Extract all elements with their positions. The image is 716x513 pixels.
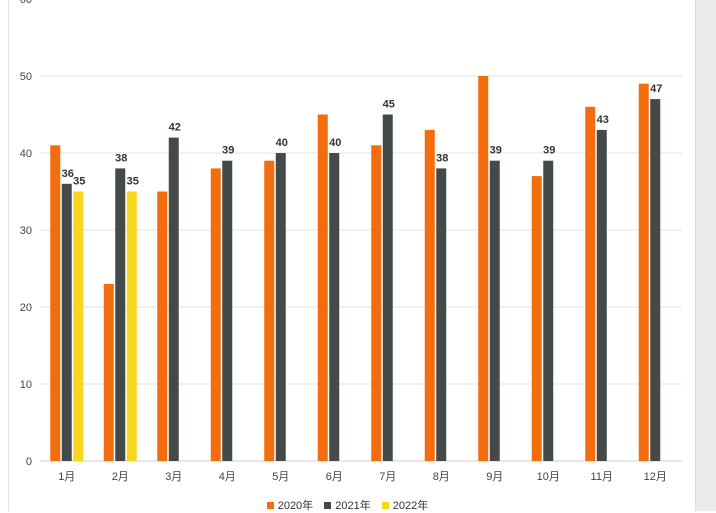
bar[interactable] [168, 137, 179, 461]
y-tick-label: 0 [26, 456, 32, 468]
y-tick-label: 10 [20, 379, 32, 391]
data-label: 45 [383, 99, 395, 111]
data-label: 40 [329, 137, 341, 149]
bar[interactable] [543, 160, 554, 461]
legend-item-2022[interactable]: 2022年 [381, 497, 429, 513]
x-tick-label: 4月 [219, 471, 236, 483]
x-tick-label: 2月 [112, 471, 129, 483]
bar[interactable] [585, 106, 596, 462]
bar[interactable] [371, 145, 382, 462]
bar[interactable] [157, 191, 168, 462]
x-tick-label: 12月 [644, 471, 667, 483]
bar[interactable] [222, 160, 233, 461]
x-tick-label: 10月 [537, 471, 560, 483]
x-axis-ticks: 1月 2月 3月 4月 5月 6月 7月 8月 9月 10月 11月 12月 [58, 471, 667, 483]
data-label: 43 [597, 114, 609, 126]
bar[interactable] [638, 83, 649, 461]
data-label: 35 [127, 176, 139, 188]
legend-label-2021: 2021年 [335, 500, 371, 512]
legend-swatch-2021 [324, 502, 332, 509]
legend-swatch-2022 [381, 502, 389, 509]
data-label: 38 [436, 152, 448, 164]
data-label: 38 [115, 152, 127, 164]
bar[interactable] [126, 191, 137, 462]
data-label: 40 [276, 137, 288, 149]
data-label: 36 [62, 168, 74, 180]
window-scrollbar-track[interactable] [695, 0, 716, 511]
bar[interactable] [73, 191, 84, 462]
data-label: 42 [169, 122, 181, 134]
x-tick-label: 5月 [272, 471, 289, 483]
legend: 2020年 2021年 2022年 [0, 497, 695, 513]
bar[interactable] [424, 129, 435, 461]
bar[interactable] [210, 168, 221, 461]
bar[interactable] [50, 145, 61, 462]
bar[interactable] [436, 168, 447, 461]
bar[interactable] [317, 114, 328, 462]
x-tick-label: 7月 [379, 471, 396, 483]
y-axis-ticks: 0 10 20 30 40 50 60 [20, 0, 32, 468]
legend-item-2020[interactable]: 2020年 [266, 497, 314, 513]
data-label: 47 [650, 83, 662, 95]
bar[interactable] [531, 176, 542, 461]
legend-label-2022: 2022年 [392, 500, 429, 512]
data-label: 39 [490, 145, 502, 157]
x-tick-label: 6月 [326, 471, 343, 483]
bar[interactable] [103, 283, 114, 461]
bars [50, 76, 661, 462]
y-tick-label: 30 [20, 225, 32, 237]
bar[interactable] [650, 99, 661, 461]
y-tick-label: 50 [20, 71, 32, 83]
data-label: 39 [543, 145, 555, 157]
data-label: 35 [73, 176, 85, 188]
legend-swatch-2020 [266, 502, 274, 509]
bar[interactable] [275, 153, 286, 461]
bar[interactable] [489, 160, 500, 461]
bar[interactable] [329, 153, 340, 461]
bar[interactable] [478, 76, 489, 461]
y-tick-label: 60 [20, 0, 32, 6]
x-tick-label: 3月 [165, 471, 182, 483]
bar[interactable] [264, 160, 275, 461]
bar[interactable] [596, 129, 607, 461]
data-label: 39 [222, 145, 234, 157]
x-tick-label: 8月 [433, 471, 450, 483]
bar[interactable] [382, 114, 393, 462]
grid-lines [40, 75, 682, 462]
x-tick-label: 1月 [58, 471, 75, 483]
x-tick-label: 9月 [486, 471, 503, 483]
y-tick-label: 20 [20, 302, 32, 314]
bar[interactable] [115, 168, 126, 461]
bar[interactable] [61, 183, 72, 462]
x-tick-label: 11月 [591, 471, 613, 483]
y-tick-label: 40 [20, 148, 32, 160]
panel-left-border [8, 0, 9, 511]
legend-label-2020: 2020年 [277, 500, 314, 512]
legend-item-2021[interactable]: 2021年 [324, 497, 371, 513]
